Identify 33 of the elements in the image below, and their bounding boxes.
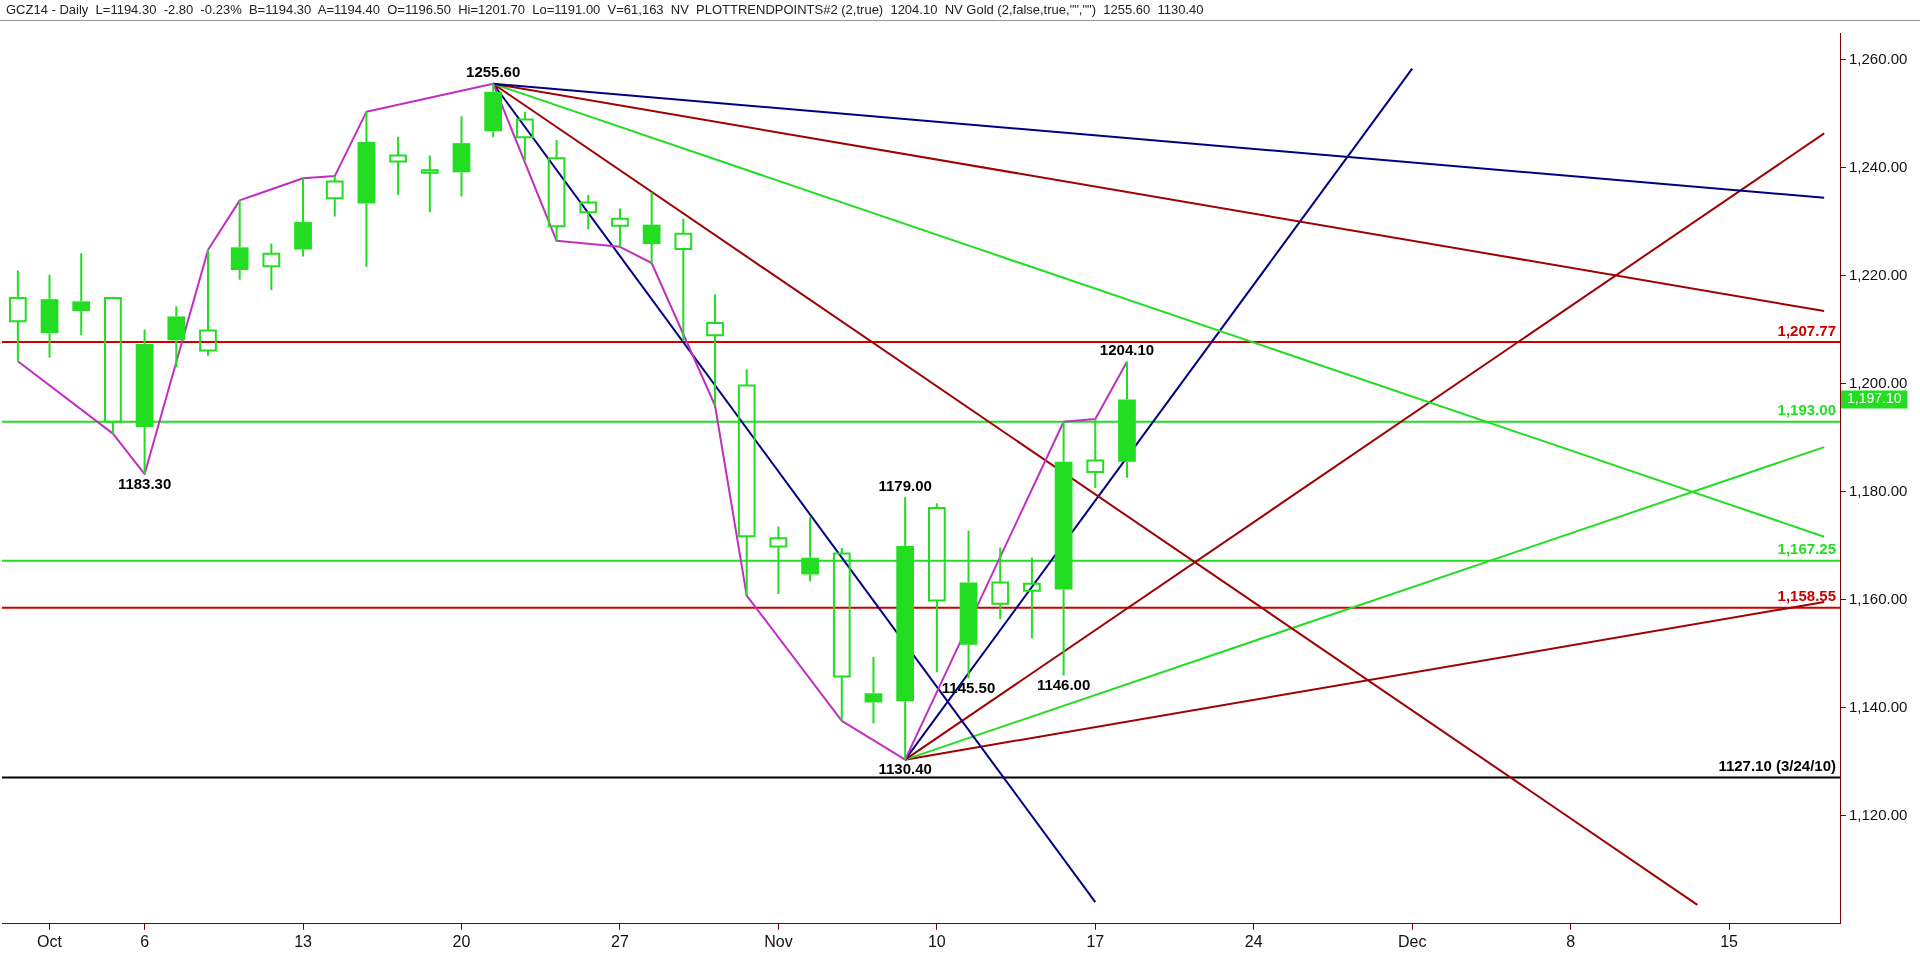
y-tick-label: 1,140.00: [1849, 697, 1908, 715]
x-tick-label: 20: [452, 932, 471, 950]
x-tick-label: Nov: [764, 932, 793, 950]
x-tick-label: Oct: [37, 932, 63, 950]
annotation: 1146.00: [1036, 676, 1091, 694]
text: 1,197.10: [1847, 390, 1902, 407]
y-tick-label: 1,160.00: [1849, 590, 1908, 608]
x-tick-label: 10: [927, 932, 946, 950]
x-tick-label: 6: [140, 932, 150, 950]
x-tick-label: 8: [1566, 932, 1576, 950]
annotation: 1204.10: [1099, 341, 1155, 359]
ref-line-label: 1,207.77: [1777, 321, 1836, 339]
y-tick-label: 1,220.00: [1849, 266, 1908, 284]
y-tick-label: 1,180.00: [1849, 482, 1908, 500]
annotation: 1179.00: [878, 476, 932, 494]
y-tick-label: 1,200.00: [1849, 374, 1908, 392]
y-tick-label: 1,240.00: [1849, 158, 1908, 176]
ref-line-label: 1,167.25: [1777, 540, 1836, 558]
annotation: 1255.60: [466, 63, 521, 81]
x-tick-label: 17: [1086, 932, 1105, 950]
annotation: 1183.30: [117, 474, 172, 492]
x-tick-label: Dec: [1397, 932, 1427, 950]
ref-line-label: 1,158.55: [1777, 587, 1836, 605]
x-tick-label: 13: [294, 932, 313, 950]
ref-line-label: 1,193.00: [1777, 401, 1836, 419]
x-tick-label: 24: [1244, 932, 1263, 950]
y-tick-label: 1,120.00: [1849, 805, 1908, 823]
ref-line-label: 1127.10 (3/24/10): [1718, 757, 1836, 775]
y-tick-label: 1,260.00: [1849, 50, 1908, 68]
chart-title: GCZ14 - Daily L=1194.30 -2.80 -0.23% B=1194.30 A=1194.40 O=1196.50 Hi=1201.70 Lo=1191.00 V=61,163 NV PLOTTRENDPOINTS#2 (2,true) 1204.10 NV Gold (2,false,true,"","") 1255.60 1130.40: [0, 0, 1920, 21]
x-tick-label: 15: [1720, 932, 1739, 950]
annotation: 1130.40: [878, 760, 932, 778]
x-tick-label: 27: [611, 932, 629, 950]
